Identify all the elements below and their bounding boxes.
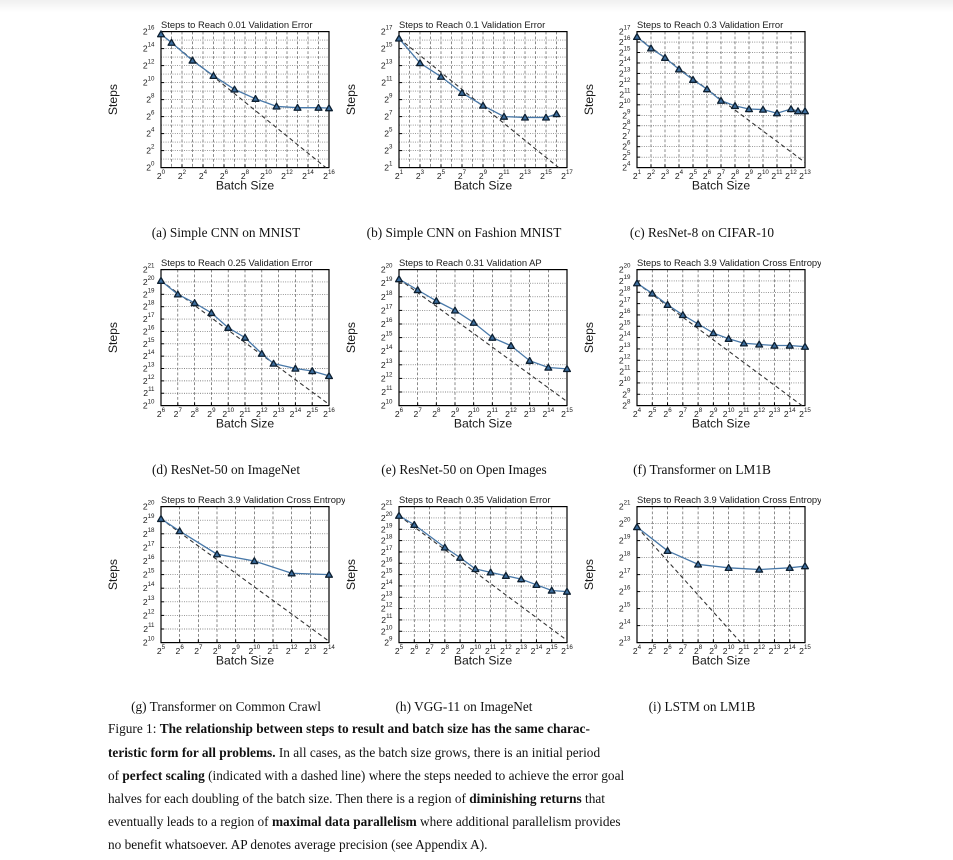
svg-text:Steps: Steps xyxy=(107,322,120,353)
svg-text:Steps: Steps xyxy=(345,559,358,590)
svg-text:Steps: Steps xyxy=(107,559,120,590)
svg-text:Steps: Steps xyxy=(583,84,596,115)
svg-text:Steps to Reach 0.31 Validation: Steps to Reach 0.31 Validation AP xyxy=(399,257,542,268)
svg-text:Steps: Steps xyxy=(107,84,120,115)
svg-text:Batch Size: Batch Size xyxy=(692,416,750,430)
svg-text:Batch Size: Batch Size xyxy=(216,416,274,430)
svg-text:Batch Size: Batch Size xyxy=(692,179,750,193)
svg-text:Batch Size: Batch Size xyxy=(216,653,274,667)
svg-text:Steps to Reach 0.1 Validation: Steps to Reach 0.1 Validation Error xyxy=(399,19,545,30)
svg-text:Steps to Reach 0.01 Validation: Steps to Reach 0.01 Validation Error xyxy=(161,19,312,30)
svg-text:Steps to Reach 0.25 Validation: Steps to Reach 0.25 Validation Error xyxy=(161,257,312,268)
svg-text:Steps to Reach 3.9 Validation: Steps to Reach 3.9 Validation Cross Entr… xyxy=(161,494,345,505)
svg-text:Steps to Reach 0.35 Validation: Steps to Reach 0.35 Validation Error xyxy=(399,494,550,505)
svg-text:Batch Size: Batch Size xyxy=(454,416,512,430)
svg-text:Batch Size: Batch Size xyxy=(216,179,274,193)
svg-text:Batch Size: Batch Size xyxy=(454,179,512,193)
svg-text:Steps: Steps xyxy=(583,322,596,353)
svg-text:Steps: Steps xyxy=(583,559,596,590)
svg-text:Steps to Reach 0.3 Validation: Steps to Reach 0.3 Validation Error xyxy=(637,19,783,30)
svg-text:Steps to Reach 3.9 Validation: Steps to Reach 3.9 Validation Cross Entr… xyxy=(637,494,821,505)
svg-text:Steps to Reach 3.9 Validation: Steps to Reach 3.9 Validation Cross Entr… xyxy=(637,257,821,268)
svg-text:Batch Size: Batch Size xyxy=(692,653,750,667)
svg-text:Batch Size: Batch Size xyxy=(454,653,512,667)
svg-text:Steps: Steps xyxy=(345,84,358,115)
svg-text:Steps: Steps xyxy=(345,322,358,353)
